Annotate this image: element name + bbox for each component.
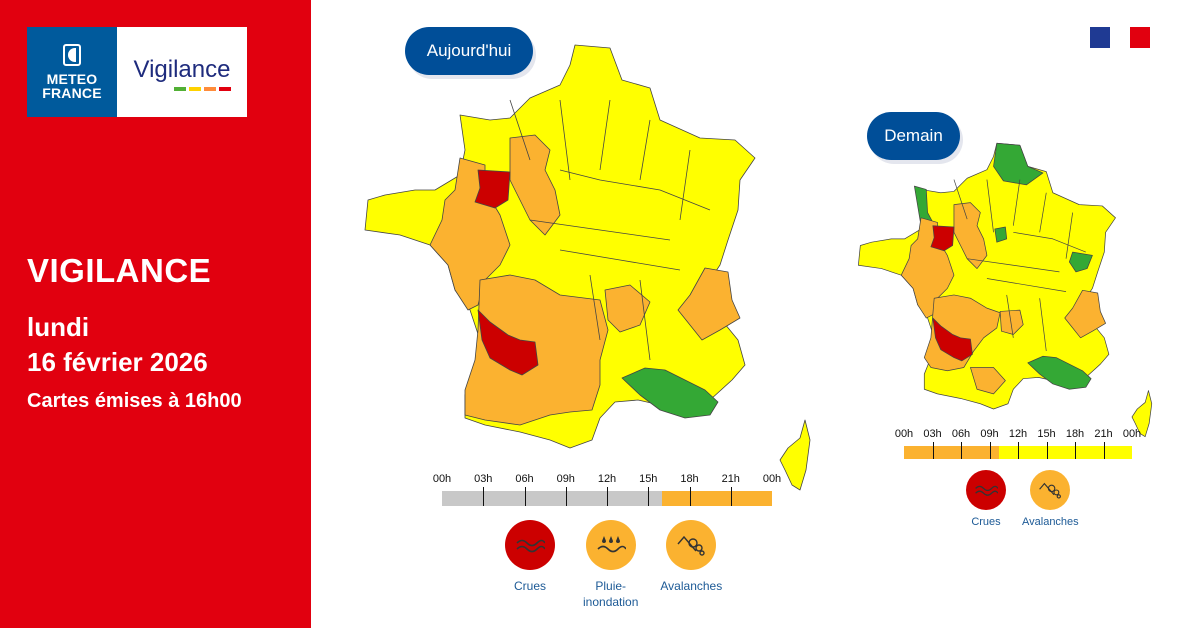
meteo-france-emblem-icon <box>63 44 81 66</box>
page-title: VIGILANCE <box>27 252 212 289</box>
rain-flood-icon <box>585 520 636 570</box>
marianne-icon <box>1110 27 1130 48</box>
hour-divider <box>689 487 691 506</box>
vigilance-logo: Vigilance <box>117 27 247 117</box>
tick: 00h <box>762 473 782 485</box>
segment-orange <box>662 491 772 506</box>
phenomenon-label: Pluie-inondation <box>583 578 638 610</box>
hour-divider <box>524 487 526 506</box>
timeline-tomorrow-ticks: 00h 03h 06h 09h 12h 15h 18h 21h 00h <box>895 428 1141 444</box>
phenomena-today: Crues Pluie-inondation Avalanches <box>505 520 722 610</box>
tick: 06h <box>951 428 971 440</box>
tick: 12h <box>1008 428 1028 440</box>
timeline-today: 00h 03h 06h 09h 12h 15h 18h 21h 00h <box>433 473 781 506</box>
hour-divider <box>932 442 934 459</box>
timeline-today-bar <box>442 487 772 506</box>
hour-divider <box>989 442 991 459</box>
region-orange-alps <box>677 267 741 341</box>
hour-divider <box>607 487 608 506</box>
phenomenon-avalanches[interactable]: Avalanches <box>660 520 722 610</box>
timeline-tomorrow: 00h 03h 06h 09h 12h 15h 18h 21h 00h <box>895 428 1141 459</box>
phenomenon-crues[interactable]: Crues <box>505 520 555 610</box>
date-label: 16 février 2026 <box>27 347 208 377</box>
bar-yellow <box>188 87 201 91</box>
label-line-1: Pluie- <box>595 579 627 593</box>
phenomenon-label: Crues <box>513 579 546 593</box>
tick: 12h <box>597 473 617 485</box>
hour-divider <box>730 487 732 506</box>
tick: 00h <box>1122 428 1142 440</box>
label-line-2: inondation <box>583 595 639 609</box>
map-today <box>364 44 811 491</box>
emission-time: Cartes émises à 16h00 <box>27 390 242 412</box>
phenomenon-crues[interactable]: Crues <box>966 470 1006 530</box>
meteo-france-vigilance-logo: METEO FRANCE Vigilance <box>27 27 247 117</box>
hour-divider <box>1075 442 1076 459</box>
hour-divider <box>483 487 485 506</box>
hour-divider <box>1018 442 1019 459</box>
phenomenon-avalanches[interactable]: Avalanches <box>1022 470 1079 530</box>
republique-francaise-logo <box>1090 27 1150 48</box>
phenomenon-pluie-inondation[interactable]: Pluie-inondation <box>583 520 638 610</box>
brand-line-1: METEO <box>46 71 98 87</box>
hour-divider <box>648 487 650 506</box>
flood-icon <box>966 470 1006 510</box>
timeline-today-ticks: 00h 03h 06h 09h 12h 15h 18h 21h 00h <box>433 473 781 489</box>
phenomenon-label: Avalanches <box>1022 516 1079 528</box>
day-label: lundi <box>27 312 90 342</box>
map-tomorrow <box>857 142 1153 438</box>
vigilance-color-bars <box>173 87 231 91</box>
region-orange-center-west <box>509 134 561 236</box>
brand-line-2: FRANCE <box>42 85 102 101</box>
tick: 03h <box>474 473 493 485</box>
tick: 03h <box>923 428 942 440</box>
tick: 09h <box>556 473 575 485</box>
timeline-tomorrow-bar <box>904 442 1132 459</box>
segment-passed <box>442 491 663 506</box>
tick: 06h <box>515 473 534 485</box>
tick: 18h <box>680 473 699 485</box>
phenomenon-label: Avalanches <box>660 579 723 593</box>
region-yellow <box>364 44 756 449</box>
hour-divider <box>1103 442 1105 459</box>
hour-divider <box>565 487 567 506</box>
tick: 21h <box>721 473 740 485</box>
tab-tomorrow[interactable]: Demain <box>867 112 960 160</box>
tick: 00h <box>894 428 914 440</box>
tick: 18h <box>1065 428 1085 440</box>
region-orange-southwest <box>464 274 609 426</box>
tick: 15h <box>1037 428 1056 440</box>
region-green-south <box>621 367 719 419</box>
meteo-france-logo: METEO FRANCE <box>27 27 117 117</box>
tick: 21h <box>1094 428 1113 440</box>
corsica <box>779 419 811 491</box>
avalanche-icon <box>1030 470 1071 510</box>
tick: 15h <box>639 473 658 485</box>
left-panel: METEO FRANCE Vigilance VIGILANCE lundi 1… <box>0 0 311 628</box>
hour-divider <box>961 442 962 459</box>
tick: 00h <box>432 473 452 485</box>
flag-blue <box>1090 27 1110 48</box>
region-orange-limousin <box>604 284 651 333</box>
region-red-gironde <box>477 309 539 376</box>
bar-orange <box>203 87 216 91</box>
tick: 09h <box>980 428 999 440</box>
bar-red <box>218 87 231 91</box>
flag-red <box>1130 27 1150 48</box>
product-name: Vigilance <box>133 56 231 83</box>
tab-today[interactable]: Aujourd'hui <box>405 27 533 75</box>
hour-divider <box>1046 442 1048 459</box>
flood-icon <box>505 520 555 570</box>
region-red-north <box>474 169 511 209</box>
segment-orange <box>904 446 1000 459</box>
segment-yellow <box>999 446 1132 459</box>
avalanche-icon <box>666 520 717 570</box>
bar-green <box>173 87 186 91</box>
phenomenon-label: Crues <box>971 516 1001 528</box>
phenomena-tomorrow: Crues Avalanches <box>966 470 1079 530</box>
